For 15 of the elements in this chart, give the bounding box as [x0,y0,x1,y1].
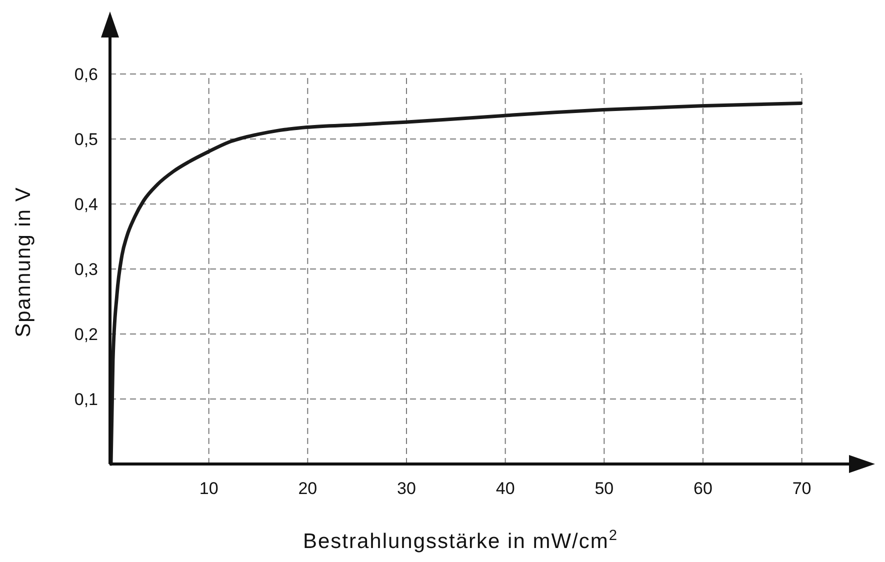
y-tick-label: 0,6 [74,65,98,84]
x-tick-label: 70 [792,479,812,498]
y-tick-label: 0,1 [74,390,98,409]
x-tick-label: 60 [694,479,712,498]
x-tick-label: 20 [298,479,318,498]
y-tick-label: 0,3 [74,260,98,279]
x-axis-title: Bestrahlungsstärke in mW/cm$^{2}$ [302,528,618,553]
y-axis-title: Spannung in V [12,186,35,338]
x-tick-label: 30 [397,479,416,498]
x-tick-label: 40 [496,479,515,498]
x-tick-label: 50 [594,479,614,498]
y-tick-label: 0,4 [74,195,98,214]
y-tick-label: 0,2 [74,325,98,344]
y-tick-label: 0,5 [74,130,98,149]
x-tick-label: 10 [199,479,218,498]
